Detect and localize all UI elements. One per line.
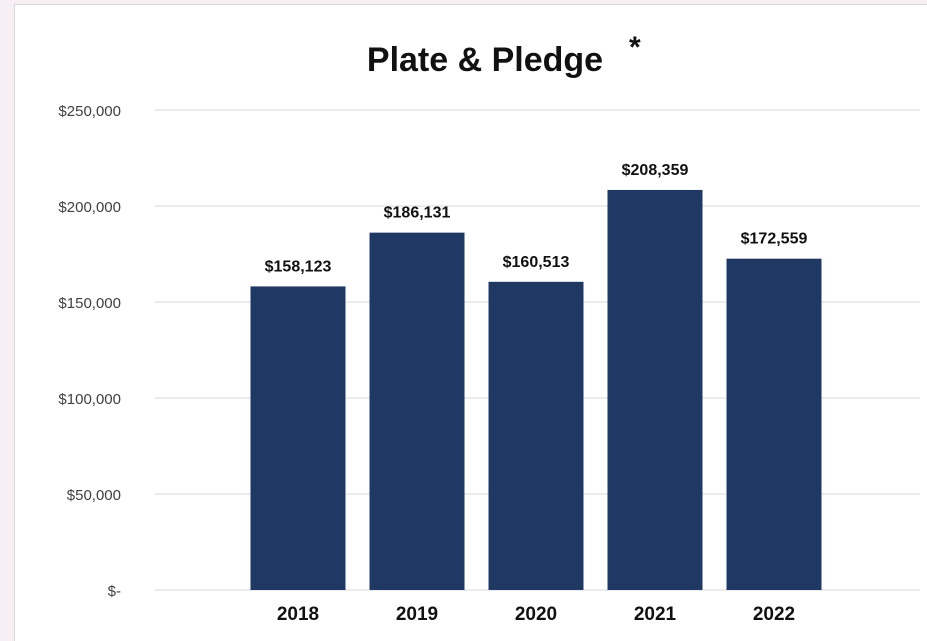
chart-title-asterisk: *	[629, 31, 641, 64]
y-tick-label: $200,000	[58, 199, 121, 216]
y-tick-label: $100,000	[58, 391, 121, 408]
bar-2020	[488, 281, 584, 590]
chart-frame: $- $50,000 $100,000 $150,000 $200,000 $250,00…	[14, 4, 927, 641]
y-tick-label: $-	[108, 583, 121, 600]
y-tick-label: $250,000	[58, 103, 121, 120]
data-label: $208,359	[622, 162, 689, 179]
data-label: $160,513	[503, 254, 570, 271]
bar-chart: $- $50,000 $100,000 $150,000 $200,000 $250,00…	[58, 31, 920, 625]
bars	[250, 189, 822, 590]
data-label: $172,559	[741, 231, 808, 248]
bar-2022	[726, 258, 822, 590]
data-label: $158,123	[265, 258, 332, 275]
x-axis-ticks: 2018 2019 2020 2021 2022	[277, 604, 795, 625]
x-tick-label: 2021	[634, 604, 677, 625]
x-tick-label: 2018	[277, 604, 319, 625]
data-labels: $158,123 $186,131 $160,513 $208,359 $172,559	[265, 162, 808, 275]
x-tick-label: 2019	[396, 604, 438, 625]
bar-2019	[369, 232, 465, 590]
x-tick-label: 2020	[515, 604, 557, 625]
data-label: $186,131	[384, 205, 451, 222]
y-axis-ticks: $- $50,000 $100,000 $150,000 $200,000 $250,00…	[58, 103, 121, 600]
chart-title: Plate & Pledge	[367, 41, 603, 79]
y-tick-label: $150,000	[58, 295, 121, 312]
y-tick-label: $50,000	[67, 487, 121, 504]
bar-2021	[607, 189, 703, 590]
x-tick-label: 2022	[753, 604, 795, 625]
bar-2018	[250, 286, 346, 590]
